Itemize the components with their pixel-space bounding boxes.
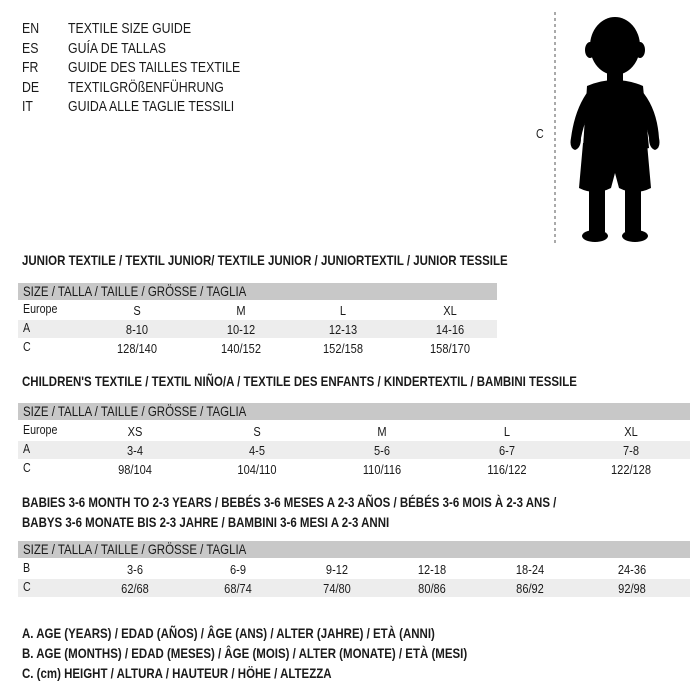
table-cell: 9-12 <box>325 562 349 577</box>
junior-heading: JUNIOR TEXTILE / TEXTIL JUNIOR/ TEXTILE … <box>22 252 508 268</box>
table-cell: 4-5 <box>249 443 265 458</box>
table-cell: 116/122 <box>487 462 527 477</box>
children-size-header-label: SIZE / TALLA / TAILLE / GRÖSSE / TAGLIA <box>23 403 247 419</box>
table-cell: XS <box>127 424 143 439</box>
table-cell: 62/68 <box>121 581 149 596</box>
table-cell: 74/80 <box>323 581 351 596</box>
table-cell: 68/74 <box>224 581 252 596</box>
table-cell: M <box>236 303 246 318</box>
table-cell: XL <box>443 303 457 318</box>
table-cell: 10-12 <box>226 322 256 337</box>
table-cell: 122/128 <box>611 462 651 477</box>
table-cell: 3-6 <box>127 562 143 577</box>
children-size-header <box>18 403 690 420</box>
children-row-band <box>18 441 690 459</box>
row-label: A <box>23 320 31 335</box>
language-code: EN <box>22 20 40 37</box>
junior-size-header-label: SIZE / TALLA / TAILLE / GRÖSSE / TAGLIA <box>23 283 247 299</box>
babies-size-header-label: SIZE / TALLA / TAILLE / GRÖSSE / TAGLIA <box>23 541 247 557</box>
language-code: DE <box>22 78 40 96</box>
table-cell: 128/140 <box>117 341 157 356</box>
row-label: Europe <box>23 301 58 316</box>
table-cell: 92/98 <box>618 581 646 596</box>
babies-row-band <box>18 579 690 597</box>
legend-c: C. (cm) HEIGHT / ALTURA / HAUTEUR / HÖHE… <box>22 665 332 681</box>
height-measure-label: C <box>536 126 544 141</box>
table-cell: 14-16 <box>435 322 465 337</box>
table-cell: 80/86 <box>418 581 446 596</box>
language-code: FR <box>22 59 39 76</box>
table-cell: 104/110 <box>237 462 277 477</box>
row-label: C <box>23 339 31 354</box>
babies-size-header <box>18 541 690 558</box>
table-cell: XL <box>624 424 638 439</box>
table-cell: 86/92 <box>516 581 544 596</box>
table-cell: S <box>133 303 141 318</box>
children-heading: CHILDREN'S TEXTILE / TEXTIL NIÑO/A / TEX… <box>22 373 577 389</box>
row-label: Europe <box>23 422 58 437</box>
language-title: GUIDA ALLE TAGLIE TESSILI <box>68 98 235 115</box>
table-cell: 152/158 <box>323 341 363 356</box>
junior-row-band <box>18 320 497 338</box>
junior-size-header <box>18 283 497 300</box>
table-cell: S <box>253 424 261 439</box>
table-cell: M <box>377 424 387 439</box>
language-code: ES <box>22 39 39 57</box>
language-title: GUIDE DES TAILLES TEXTILE <box>68 59 241 76</box>
table-cell: 6-7 <box>499 443 515 458</box>
table-cell: 7-8 <box>623 443 639 458</box>
table-cell: 18-24 <box>515 562 545 577</box>
table-cell: 24-36 <box>617 562 647 577</box>
language-title: TEXTILE SIZE GUIDE <box>68 20 192 37</box>
language-code: IT <box>22 98 33 115</box>
legend-a: A. AGE (YEARS) / EDAD (AÑOS) / ÂGE (ANS)… <box>22 625 435 641</box>
table-cell: 158/170 <box>430 341 470 356</box>
table-cell: 98/104 <box>118 462 152 477</box>
table-cell: 12-18 <box>417 562 447 577</box>
table-cell: 12-13 <box>328 322 358 337</box>
table-cell: L <box>503 424 511 439</box>
language-title: TEXTILGRÖßENFÜHRUNG <box>68 78 224 96</box>
table-cell: L <box>339 303 347 318</box>
child-silhouette-icon <box>554 12 660 246</box>
legend-b: B. AGE (MONTHS) / EDAD (MESES) / ÂGE (MO… <box>22 645 468 661</box>
row-label: C <box>23 460 31 475</box>
table-cell: 3-4 <box>127 443 143 458</box>
row-label: C <box>23 579 31 594</box>
table-cell: 5-6 <box>374 443 390 458</box>
babies-heading-line2: BABYS 3-6 MONATE BIS 2-3 JAHRE / BAMBINI… <box>22 514 390 530</box>
table-cell: 110/116 <box>362 462 402 477</box>
row-label: A <box>23 441 31 456</box>
table-cell: 140/152 <box>221 341 261 356</box>
table-cell: 8-10 <box>125 322 149 337</box>
table-cell: 6-9 <box>230 562 246 577</box>
babies-heading-line1: BABIES 3-6 MONTH TO 2-3 YEARS / BEBÉS 3-… <box>22 494 557 510</box>
language-title: GUÍA DE TALLAS <box>68 39 166 57</box>
row-label: B <box>23 560 31 575</box>
